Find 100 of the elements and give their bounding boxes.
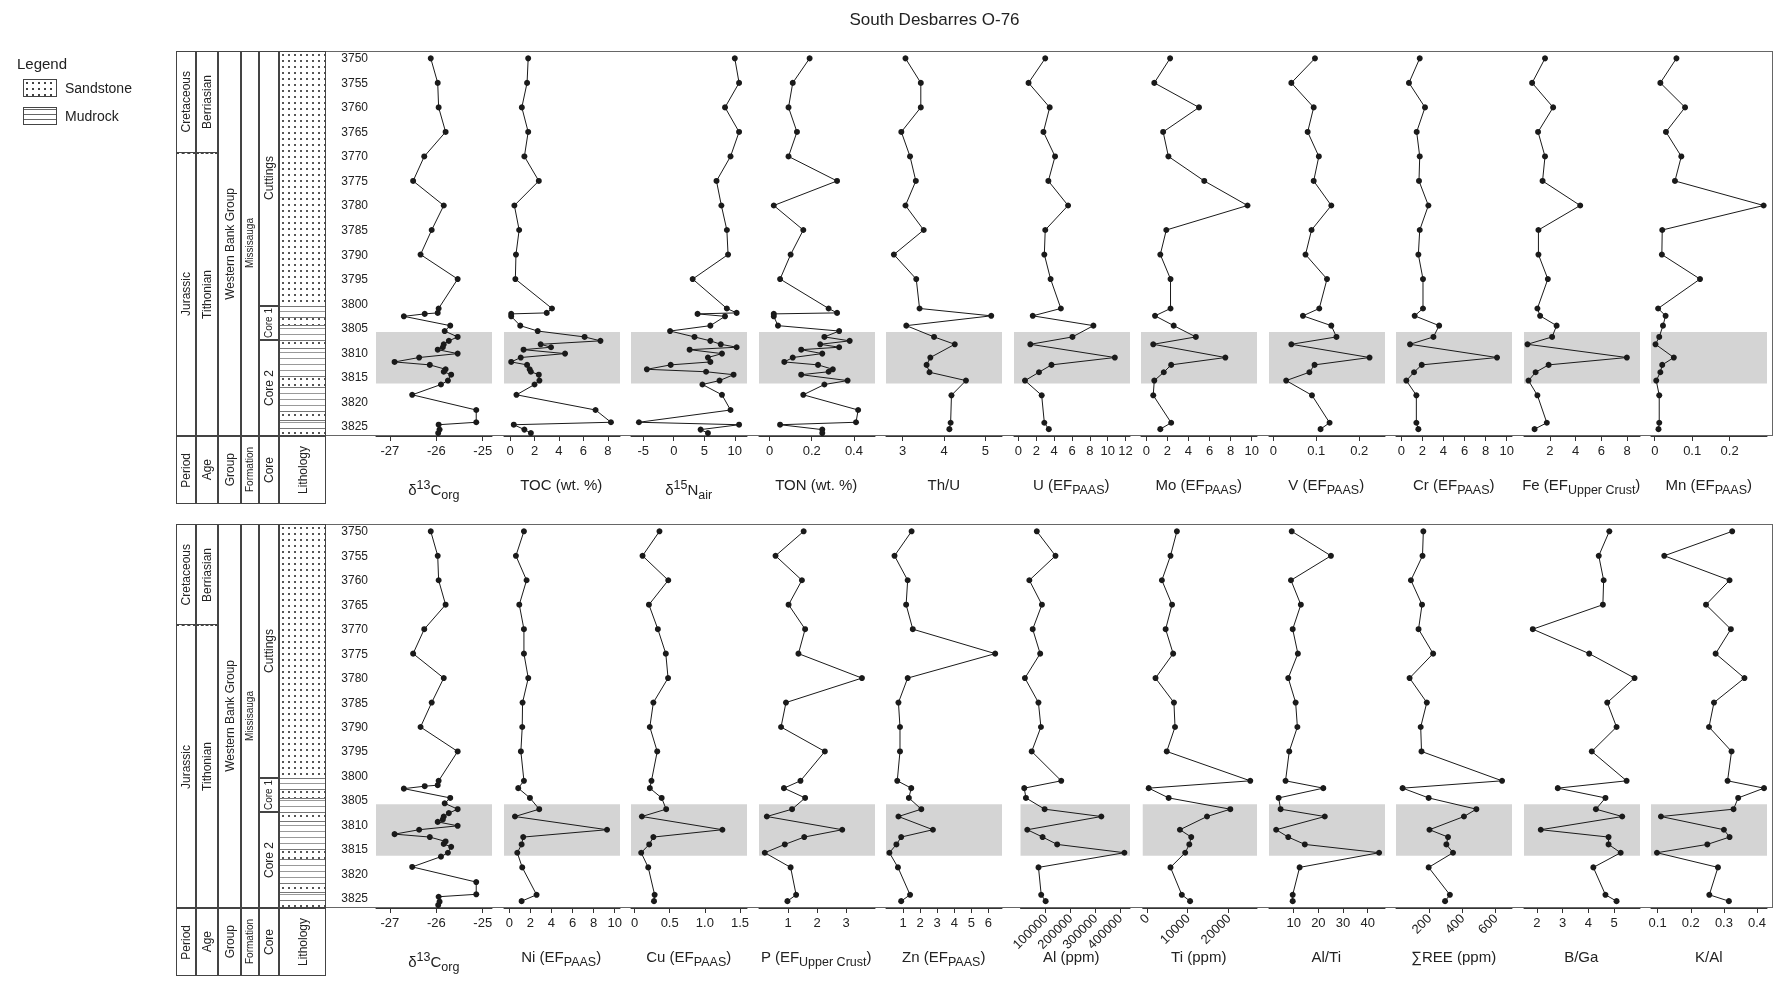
x-tick-label: 10 xyxy=(1099,443,1115,458)
text: Legend xyxy=(17,55,68,72)
x-tick-label: 4 xyxy=(1439,443,1448,458)
x-tick-label: 4 xyxy=(940,443,948,458)
x-tick-label: 2 xyxy=(1545,443,1553,458)
x-tick-label: 2 xyxy=(1418,443,1426,458)
x-tick-label: 0.4 xyxy=(1748,915,1767,930)
x-tick-label: 0 xyxy=(1269,443,1277,458)
x-tick-label: 2 xyxy=(1532,915,1541,930)
y-tick-label: 3820 xyxy=(341,394,369,409)
x-tick-label: 10 xyxy=(606,915,622,930)
x-axis-title: Th/U xyxy=(926,476,961,494)
y-tick-label: 3760 xyxy=(341,100,369,115)
x-tick-label: 6 xyxy=(1597,443,1605,458)
x-tick-label: 6 xyxy=(984,915,992,930)
text: Cretaceous xyxy=(179,71,193,133)
text: Tithonian xyxy=(200,742,214,792)
x-tick-label: 0 xyxy=(1142,443,1150,458)
y-tick-label: 3800 xyxy=(341,768,369,783)
x-tick-label: 4 xyxy=(950,915,958,930)
x-tick-label: 1 xyxy=(783,915,792,930)
x-tick-label: 0.3 xyxy=(1714,915,1733,930)
text: Berriasian xyxy=(200,74,214,129)
x-tick-label: 0.1 xyxy=(1306,443,1325,458)
x-tick-label: 0 xyxy=(1136,910,1153,927)
x-tick-label: 0.2 xyxy=(802,443,821,458)
x-tick-label: -25 xyxy=(473,443,493,458)
y-tick-label: 3765 xyxy=(341,597,369,612)
x-tick-label: 10 xyxy=(1499,443,1514,458)
x-tick-label: 10 xyxy=(1244,443,1259,458)
text: Mudrock xyxy=(65,107,119,125)
x-tick-label: 40 xyxy=(1359,915,1375,930)
x-tick-label: 6 xyxy=(1460,443,1469,458)
x-axis-title: V (EF$_{PAAS}$) xyxy=(1287,476,1366,499)
x-axis-title: P (EF$_{Upper Crust}$) xyxy=(760,948,873,971)
text: Core 2 xyxy=(262,841,276,879)
x-tick-label: 3 xyxy=(1558,915,1566,930)
x-axis-title: Al/Ti xyxy=(1310,948,1342,966)
x-tick-label: 0.2 xyxy=(1349,443,1368,458)
x-tick-label: 8 xyxy=(1622,443,1631,458)
x-tick-label: 0.1 xyxy=(1648,915,1667,930)
text: Formation xyxy=(244,447,255,493)
text: Berriasian xyxy=(200,547,214,602)
y-tick-label: 3815 xyxy=(341,370,369,385)
x-tick-label: 3 xyxy=(933,915,941,930)
y-tick-label: 3815 xyxy=(341,842,369,857)
y-tick-label: 3825 xyxy=(341,891,369,906)
y-tick-label: 3750 xyxy=(341,51,369,66)
y-tick-label: 3780 xyxy=(341,671,369,686)
x-tick-label: 5 xyxy=(700,443,708,458)
y-tick-label: 3800 xyxy=(341,296,369,311)
x-tick-label: 2 xyxy=(1032,443,1040,458)
x-tick-label: 2 xyxy=(1163,443,1171,458)
text: Core xyxy=(262,456,276,483)
x-tick-label: 2 xyxy=(530,443,538,458)
y-tick-label: 3785 xyxy=(341,695,369,710)
y-tick-label: 3780 xyxy=(341,198,369,213)
y-tick-label: 3765 xyxy=(341,124,369,139)
x-axis-title: δ$^{13}$C$_{org}$ xyxy=(407,949,461,976)
x-tick-label: 4 xyxy=(554,443,563,458)
x-tick-label: 0.2 xyxy=(1681,915,1700,930)
x-tick-label: -26 xyxy=(426,915,446,930)
y-tick-label: 3810 xyxy=(341,345,369,360)
x-tick-label: 2 xyxy=(526,915,534,930)
x-axis-title: Al (ppm) xyxy=(1042,948,1101,966)
text: Sandstone xyxy=(65,79,132,97)
text: Period xyxy=(179,924,193,960)
x-tick-label: 8 xyxy=(1085,443,1093,458)
x-tick-label: 400 xyxy=(1441,910,1468,937)
x-tick-label: 6 xyxy=(568,915,576,930)
y-tick-label: 3760 xyxy=(341,573,369,588)
text: Jurassic xyxy=(179,272,193,317)
x-axis-title: ∑REE (ppm) xyxy=(1410,948,1498,966)
x-axis-title: Cu (EF$_{PAAS}$) xyxy=(645,948,733,971)
y-tick-label: 3790 xyxy=(341,247,369,262)
y-tick-label: 3755 xyxy=(341,548,369,563)
text: Cretaceous xyxy=(179,544,193,606)
y-tick-label: 3755 xyxy=(341,75,369,90)
y-tick-label: 3775 xyxy=(341,173,369,188)
x-axis-title: Zn (EF$_{PAAS}$) xyxy=(901,948,987,971)
x-tick-label: 3 xyxy=(841,915,850,930)
x-tick-label: 0.4 xyxy=(844,443,863,458)
x-tick-label: 3 xyxy=(898,443,907,458)
x-axis-title: Fe (EF$_{Upper Crust}$) xyxy=(1521,476,1642,499)
x-tick-label: 12 xyxy=(1117,443,1133,458)
x-tick-label: -26 xyxy=(426,443,446,458)
x-tick-label: 0 xyxy=(1014,443,1022,458)
x-tick-label: -25 xyxy=(473,915,493,930)
text: South Desbarres O-76 xyxy=(848,10,1021,30)
x-tick-label: 10 xyxy=(1285,915,1301,930)
x-tick-label: 0.5 xyxy=(660,915,679,930)
x-tick-label: 1.0 xyxy=(695,915,714,930)
text: Lithology xyxy=(295,445,310,495)
x-tick-label: 0 xyxy=(765,443,773,458)
text: Jurassic xyxy=(179,744,193,789)
y-tick-label: 3820 xyxy=(341,866,369,881)
x-tick-label: 2 xyxy=(916,915,924,930)
y-tick-label: 3825 xyxy=(341,419,369,434)
x-axis-title: B/Ga xyxy=(1563,948,1600,966)
x-axis-title: Ti (ppm) xyxy=(1170,948,1228,966)
